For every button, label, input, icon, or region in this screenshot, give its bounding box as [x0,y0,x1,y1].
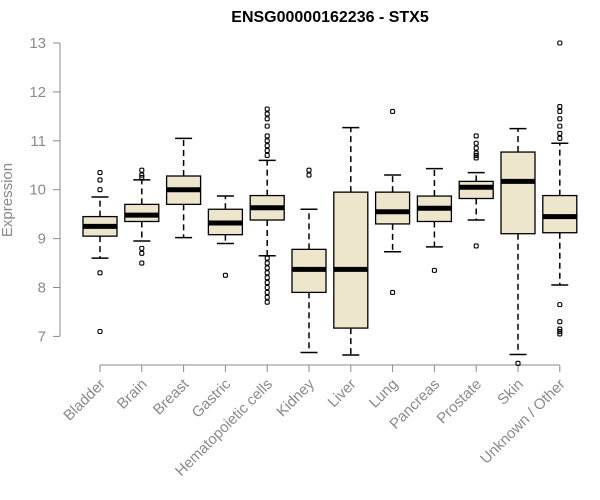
x-tick-label: Liver [325,376,360,411]
outlier-point [557,328,563,335]
y-tick-label: 12 [29,84,46,101]
x-tick-label: Brain [114,376,151,413]
outlier-point [264,255,270,261]
y-tick-label: 10 [29,182,46,199]
box-bladder [82,170,118,335]
outlier-point [264,265,270,271]
outlier-point [97,270,103,276]
box-unknown-other [542,40,578,337]
outlier-point [264,111,270,117]
outlier-point [557,319,563,325]
y-axis: 7 8 9 10 11 12 13 [29,35,61,345]
box-lung [374,108,411,295]
outlier-point [139,245,145,251]
x-tick-label: Bladder [60,376,109,425]
outlier-point [431,267,437,273]
outlier-point [139,172,145,178]
outlier-point [515,360,521,366]
outlier-point [264,123,270,129]
outlier-point [264,280,270,286]
y-tick-label: 8 [38,280,46,297]
outlier-point [557,326,563,332]
outlier-point [473,140,479,146]
outlier-point [264,143,270,149]
outlier-point [473,152,479,159]
outlier-point [390,289,396,295]
y-tick-label: 11 [30,133,46,150]
outlier-point [139,167,145,173]
outlier-point [390,108,396,115]
outlier-point [557,123,563,129]
outlier-point [264,294,270,300]
x-tick-label: Lung [366,376,402,412]
outlier-point [97,187,103,193]
box-hematopoietic-cells [249,106,285,305]
x-tick-label: Skin [494,376,527,409]
outlier-point [264,260,270,266]
iqr-box [458,180,494,200]
outlier-point [264,148,270,154]
outlier-point [473,150,479,156]
outlier-point [473,243,479,249]
box-kidney [291,167,327,354]
outlier-point [557,40,563,46]
outlier-point [222,272,228,278]
box-brain [124,167,160,266]
box-pancreas [416,167,453,273]
outlier-point [264,270,270,276]
outlier-point [557,108,563,115]
outlier-point [306,167,312,173]
x-tick-label: Breast [150,375,193,418]
outlier-point [557,331,563,337]
outlier-point [139,174,145,181]
outlier-point [473,145,479,151]
y-tick-label: 9 [38,231,46,248]
iqr-box [500,151,536,235]
iqr-box [374,191,411,225]
outlier-point [264,116,270,122]
outlier-point [97,177,103,183]
y-tick-label: 13 [29,35,46,52]
outlier-point [264,284,270,291]
box-skin [500,127,536,366]
outlier-point [264,133,270,139]
outlier-point [139,250,145,256]
outlier-point [557,130,563,137]
iqr-box [333,191,369,329]
box-gastric [207,195,244,278]
box-series [82,40,578,366]
outlier-point [557,135,563,141]
outlier-point [97,328,103,335]
outlier-point [264,299,270,305]
box-breast [165,137,202,239]
outlier-point [264,106,270,112]
outlier-point [557,116,563,122]
outlier-point [97,170,103,176]
x-tick-label: Prostate [433,376,485,428]
y-tick-label: 7 [38,328,46,345]
outlier-point [557,104,563,110]
outlier-point [306,172,312,178]
chart-title: ENSG00000162236 - STX5 [231,9,429,26]
box-liver [333,126,369,356]
y-axis-label: Expression [0,163,16,237]
outlier-point [473,133,479,139]
outlier-point [264,289,270,295]
x-tick-label: Kidney [273,375,318,420]
outlier-point [264,152,270,159]
outlier-point [473,155,479,161]
outlier-point [264,275,270,281]
outlier-point [264,138,270,144]
outlier-point [139,260,145,266]
outlier-point [557,302,563,308]
box-prostate [458,133,494,249]
